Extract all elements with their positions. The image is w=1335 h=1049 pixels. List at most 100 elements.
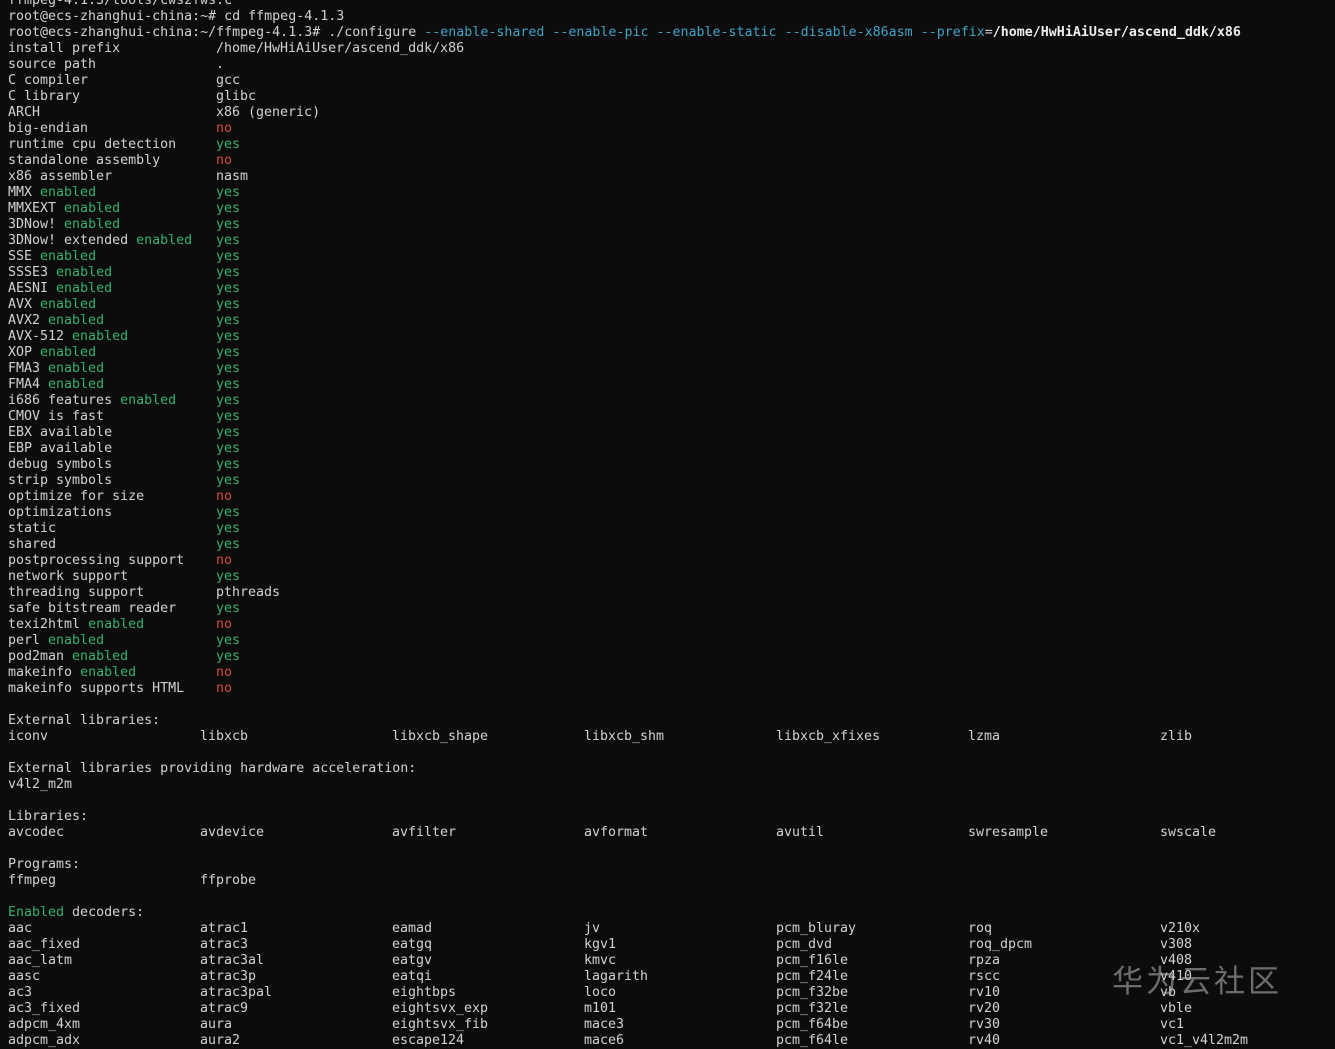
- terminal-text-segment: enabled: [56, 281, 113, 296]
- list-item: aac_fixed: [8, 937, 81, 952]
- list-item: eightbps: [392, 985, 457, 1000]
- list-item: ffmpeg: [8, 873, 57, 888]
- config-label: AVX2 enabled: [8, 313, 216, 329]
- terminal-text-segment: External libraries:: [8, 713, 161, 728]
- terminal-line: AVX2 enabled yes: [8, 313, 1335, 329]
- list-item: ffprobe: [200, 873, 257, 888]
- config-label: install prefix: [8, 41, 216, 57]
- terminal-text-segment: safe bitstream reader: [8, 601, 177, 616]
- terminal-body[interactable]: ffmpeg-4.1.3/tools/cws2fws.c root@ecs-zha…: [8, 0, 1335, 1049]
- config-value: nasm: [216, 169, 249, 184]
- config-value: yes: [216, 281, 241, 296]
- terminal-line: [8, 841, 1335, 857]
- list-item: loco: [584, 985, 617, 1000]
- config-label: safe bitstream reader: [8, 601, 216, 617]
- config-value: yes: [216, 601, 241, 616]
- list-item: v210x: [1160, 921, 1201, 936]
- list-item: eatgq: [392, 937, 433, 952]
- config-label: pod2man enabled: [8, 649, 216, 665]
- terminal-text-segment: Enabled: [8, 905, 65, 920]
- list-item: v408: [1160, 953, 1193, 968]
- terminal-line: install prefix/home/HwHiAiUser/ascend_dd…: [8, 41, 1335, 57]
- list-item: avformat: [584, 825, 649, 840]
- terminal-text-segment: External libraries providing hardware ac…: [8, 761, 417, 776]
- list-item: roq_dpcm: [968, 937, 1033, 952]
- terminal-line: i686 features enabled yes: [8, 393, 1335, 409]
- terminal-text-segment: strip symbols: [8, 473, 113, 488]
- terminal-text-segment: enabled: [40, 345, 97, 360]
- config-value: no: [216, 617, 233, 632]
- config-value: yes: [216, 201, 241, 216]
- list-item: avfilter: [392, 825, 457, 840]
- terminal-line: MMXEXT enabled yes: [8, 201, 1335, 217]
- terminal-line: C library glibc: [8, 89, 1335, 105]
- terminal-line: aac_fixed atrac3 eatgq kgv1 pcm_dvd roq_dpcm v…: [8, 937, 1335, 953]
- list-item: eatqi: [392, 969, 433, 984]
- config-label: postprocessing support: [8, 553, 216, 569]
- config-label: SSE enabled: [8, 249, 216, 265]
- config-value: no: [216, 665, 233, 680]
- list-item: rpza: [968, 953, 1001, 968]
- terminal-line: static yes: [8, 521, 1335, 537]
- terminal-line: makeinfo supports HTML no: [8, 681, 1335, 697]
- config-value: yes: [216, 649, 241, 664]
- terminal-text-segment: install prefix: [8, 41, 121, 56]
- config-label: optimizations: [8, 505, 216, 521]
- terminal-text-segment: i686 features: [8, 393, 121, 408]
- list-item: ac3_fixed: [8, 1001, 81, 1016]
- list-item: adpcm_4xm: [8, 1017, 81, 1032]
- terminal-text-segment: SSSE3: [8, 265, 57, 280]
- terminal-line: ffmpeg-4.1.3/tools/cws2fws.c: [8, 0, 1335, 9]
- terminal-text-segment: XOP: [8, 345, 41, 360]
- list-item: pcm_f64be: [776, 1017, 849, 1032]
- terminal-line: aac_latm atrac3al eatgv kmvc pcm_f16le rpza v4…: [8, 953, 1335, 969]
- terminal-line: ac3 atrac3pal eightbps loco pcm_f32be rv10 vb: [8, 985, 1335, 1001]
- terminal-text-segment: root@ecs-zhanghui-china:~/ffmpeg-4.1.3# …: [8, 25, 425, 40]
- list-item: libxcb: [200, 729, 249, 744]
- terminal-line: root@ecs-zhanghui-china:~/ffmpeg-4.1.3# …: [8, 25, 1335, 41]
- terminal-line: strip symbols yes: [8, 473, 1335, 489]
- terminal-line: External libraries:: [8, 713, 1335, 729]
- terminal-line: safe bitstream reader yes: [8, 601, 1335, 617]
- terminal-line: ac3_fixed atrac9 eightsvx_exp m101 pcm_f32le…: [8, 1001, 1335, 1017]
- terminal-text-segment: AVX2: [8, 313, 49, 328]
- config-value: yes: [216, 521, 241, 536]
- terminal-text-segment: enabled: [48, 377, 105, 392]
- list-item: avdevice: [200, 825, 265, 840]
- config-value: yes: [216, 473, 241, 488]
- list-item: aac: [8, 921, 33, 936]
- terminal-line: source path.: [8, 57, 1335, 73]
- terminal-text-segment: shared: [8, 537, 57, 552]
- terminal-text-segment: FMA3: [8, 361, 49, 376]
- terminal-line: makeinfo enabled no: [8, 665, 1335, 681]
- terminal-text-segment: Programs:: [8, 857, 81, 872]
- terminal-line: FMA3 enabled yes: [8, 361, 1335, 377]
- list-item: aasc: [8, 969, 41, 984]
- config-value: glibc: [216, 89, 257, 104]
- terminal-text-segment: enabled: [48, 633, 105, 648]
- terminal-line: shared yes: [8, 537, 1335, 553]
- config-label: threading support: [8, 585, 216, 601]
- list-item: swresample: [968, 825, 1049, 840]
- list-item: libxcb_xfixes: [776, 729, 881, 744]
- config-label: C library: [8, 89, 216, 105]
- terminal-line: [8, 745, 1335, 761]
- terminal-text-segment: network support: [8, 569, 129, 584]
- config-label: standalone assembly: [8, 153, 216, 169]
- list-item: atrac3: [200, 937, 249, 952]
- config-value: yes: [216, 409, 241, 424]
- list-item: eightsvx_fib: [392, 1017, 489, 1032]
- terminal-text-segment: makeinfo supports HTML: [8, 681, 185, 696]
- config-label: AVX enabled: [8, 297, 216, 313]
- config-label: makeinfo enabled: [8, 665, 216, 681]
- terminal-text-segment: /home/HwHiAiUser/ascend_ddk/x86: [992, 25, 1241, 40]
- terminal-line: C compiler gcc: [8, 73, 1335, 89]
- terminal-text-segment: v4l2_m2m: [8, 777, 73, 792]
- config-value: yes: [216, 233, 241, 248]
- terminal-text-segment: CMOV is fast: [8, 409, 105, 424]
- terminal-line: CMOV is fast yes: [8, 409, 1335, 425]
- terminal-text-segment: C compiler: [8, 73, 89, 88]
- terminal-line: [8, 793, 1335, 809]
- terminal-line: 3DNow! enabled yes: [8, 217, 1335, 233]
